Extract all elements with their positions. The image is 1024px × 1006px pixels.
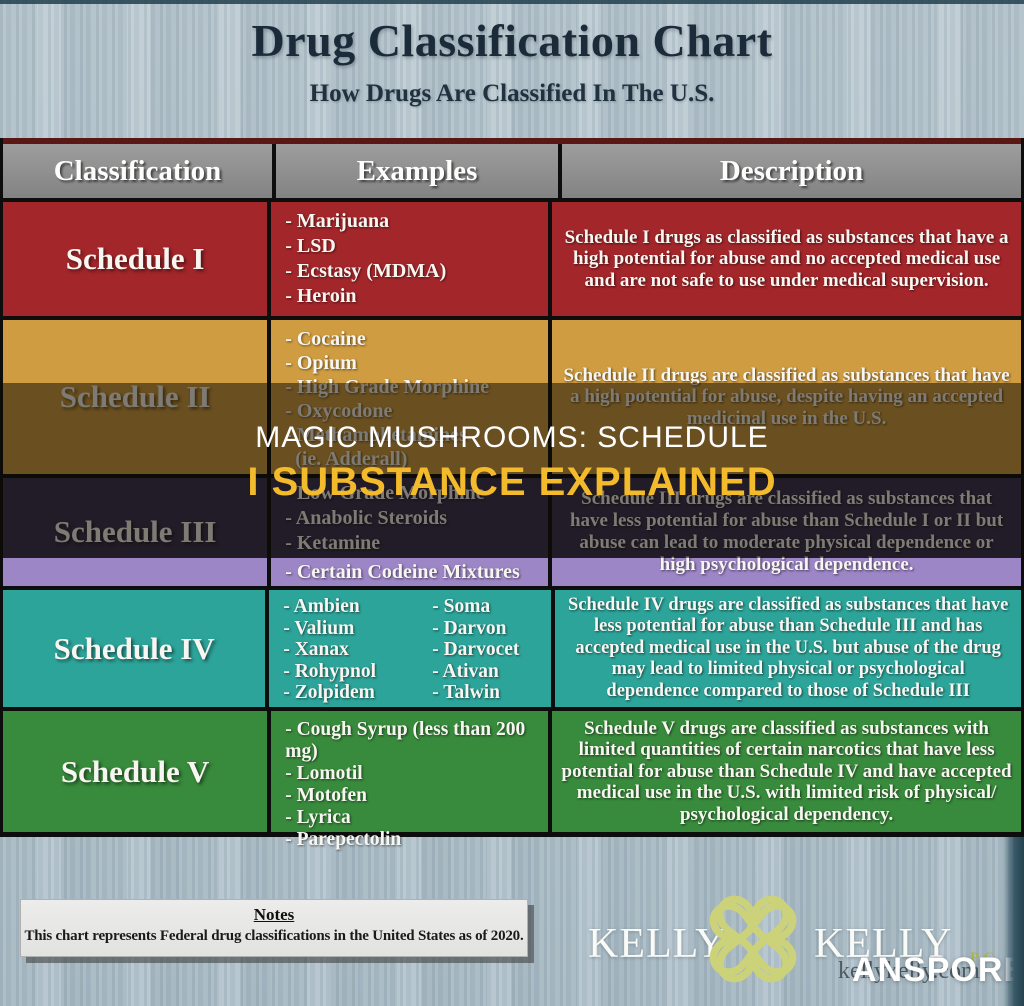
examples-cell: - Ambien - Valium - Xanax - Rohypnol - Zolpi…: [269, 590, 552, 707]
watermark: ANSPORE: [852, 951, 1024, 989]
example-item: - Zolpidem: [283, 682, 375, 703]
example-item: - Valium: [283, 617, 355, 639]
page-title: Drug Classification Chart: [251, 15, 773, 66]
example-item: - Ativan: [432, 660, 499, 682]
example-item: - Cocaine: [285, 328, 366, 350]
classification-cell: Schedule V: [3, 711, 268, 832]
example-item: - Heroin: [285, 285, 357, 307]
notes-heading: Notes: [253, 905, 295, 924]
logo-kelly-right: KELLY: [814, 921, 953, 967]
examples-list: - Marijuana - LSD - Ecstasy (MDMA) - Heroin: [271, 202, 548, 309]
column-header-description: Description: [562, 144, 1021, 198]
caption-line-1: MAGIC MUSHROOMS: SCHEDULE: [255, 421, 769, 454]
description-text: Schedule IV drugs are classified as subs…: [568, 594, 1009, 701]
table-row-schedule-i: Schedule I - Marijuana - LSD - Ecstasy (MD…: [3, 202, 1021, 320]
examples-list-right: - Soma - Darvon - Darvocet - Ativan - Talwin: [432, 596, 551, 704]
classification-cell: Schedule IV: [3, 590, 266, 707]
logo-website: kellykelly.com: [838, 958, 980, 984]
column-header-examples: Examples: [276, 144, 558, 198]
notes-box: Notes This chart represents Federal drug…: [20, 899, 528, 957]
classification-cell: Schedule I: [3, 202, 268, 316]
column-header-classification: Classification: [3, 144, 272, 198]
logo-kelly-left: KELLY: [588, 921, 727, 967]
clover-icon: [700, 886, 806, 992]
example-item: - Cough Syrup (less than 200 mg): [285, 719, 526, 762]
description-text: Schedule V drugs are classified as subst…: [561, 717, 1012, 825]
top-edge-line: [0, 0, 1024, 4]
example-item: - Ambien: [283, 596, 360, 617]
example-item: - Ecstasy (MDMA): [285, 260, 447, 282]
examples-list-left: - Ambien - Valium - Xanax - Rohypnol - Zolpi…: [283, 596, 432, 704]
caption-line-2: I SUBSTANCE EXPLAINED: [247, 460, 777, 504]
example-item: - Lyrica: [285, 807, 351, 828]
table-top-bar: [3, 138, 1021, 144]
examples-cell: - Cough Syrup (less than 200 mg) - Lomoti…: [271, 711, 549, 850]
example-item: - Motofen: [285, 785, 367, 806]
example-item: - Lomotil: [285, 763, 363, 784]
example-item: - LSD: [285, 235, 336, 257]
example-item: - Darvon: [432, 617, 507, 639]
description-cell: Schedule IV drugs are classified as subs…: [555, 590, 1021, 707]
example-item: - Parepectolin: [285, 829, 402, 850]
right-edge-shadow: [1002, 837, 1024, 1006]
logo-pc-suffix: P.C.: [970, 950, 1001, 966]
example-item: - Talwin: [432, 682, 500, 703]
example-item: - Darvocet: [432, 639, 520, 660]
example-item: - Opium: [285, 352, 357, 374]
description-cell: Schedule I drugs as classified as substa…: [552, 202, 1021, 316]
table-row-schedule-v: Schedule V - Cough Syrup (less than 200 …: [3, 711, 1021, 850]
video-caption-overlay: MAGIC MUSHROOMS: SCHEDULE I SUBSTANCE EX…: [0, 383, 1024, 558]
example-item: - Rohypnol: [283, 660, 376, 682]
examples-cell: - Marijuana - LSD - Ecstasy (MDMA) - Heroin: [271, 202, 549, 316]
example-item: - Soma: [432, 596, 491, 617]
examples-list: - Cough Syrup (less than 200 mg) - Lomoti…: [271, 711, 548, 851]
kelly-kelly-logo: KELLY KELLY P.C. kellykelly.com ANSPORE: [588, 892, 1024, 1004]
table-header-row: Classification Examples Description: [3, 144, 1021, 202]
example-item: - Certain Codeine Mixtures: [285, 561, 520, 583]
description-text: Schedule I drugs as classified as substa…: [564, 226, 1009, 291]
example-item: - Xanax: [283, 639, 349, 660]
example-item: - Marijuana: [285, 210, 390, 232]
notes-text: This chart represents Federal drug class…: [24, 928, 524, 944]
table-row-schedule-iv: Schedule IV - Ambien - Valium - Xanax - Roh…: [3, 590, 1021, 711]
description-cell: Schedule V drugs are classified as subst…: [552, 711, 1021, 832]
page-subtitle: How Drugs Are Classified In The U.S.: [309, 80, 715, 107]
